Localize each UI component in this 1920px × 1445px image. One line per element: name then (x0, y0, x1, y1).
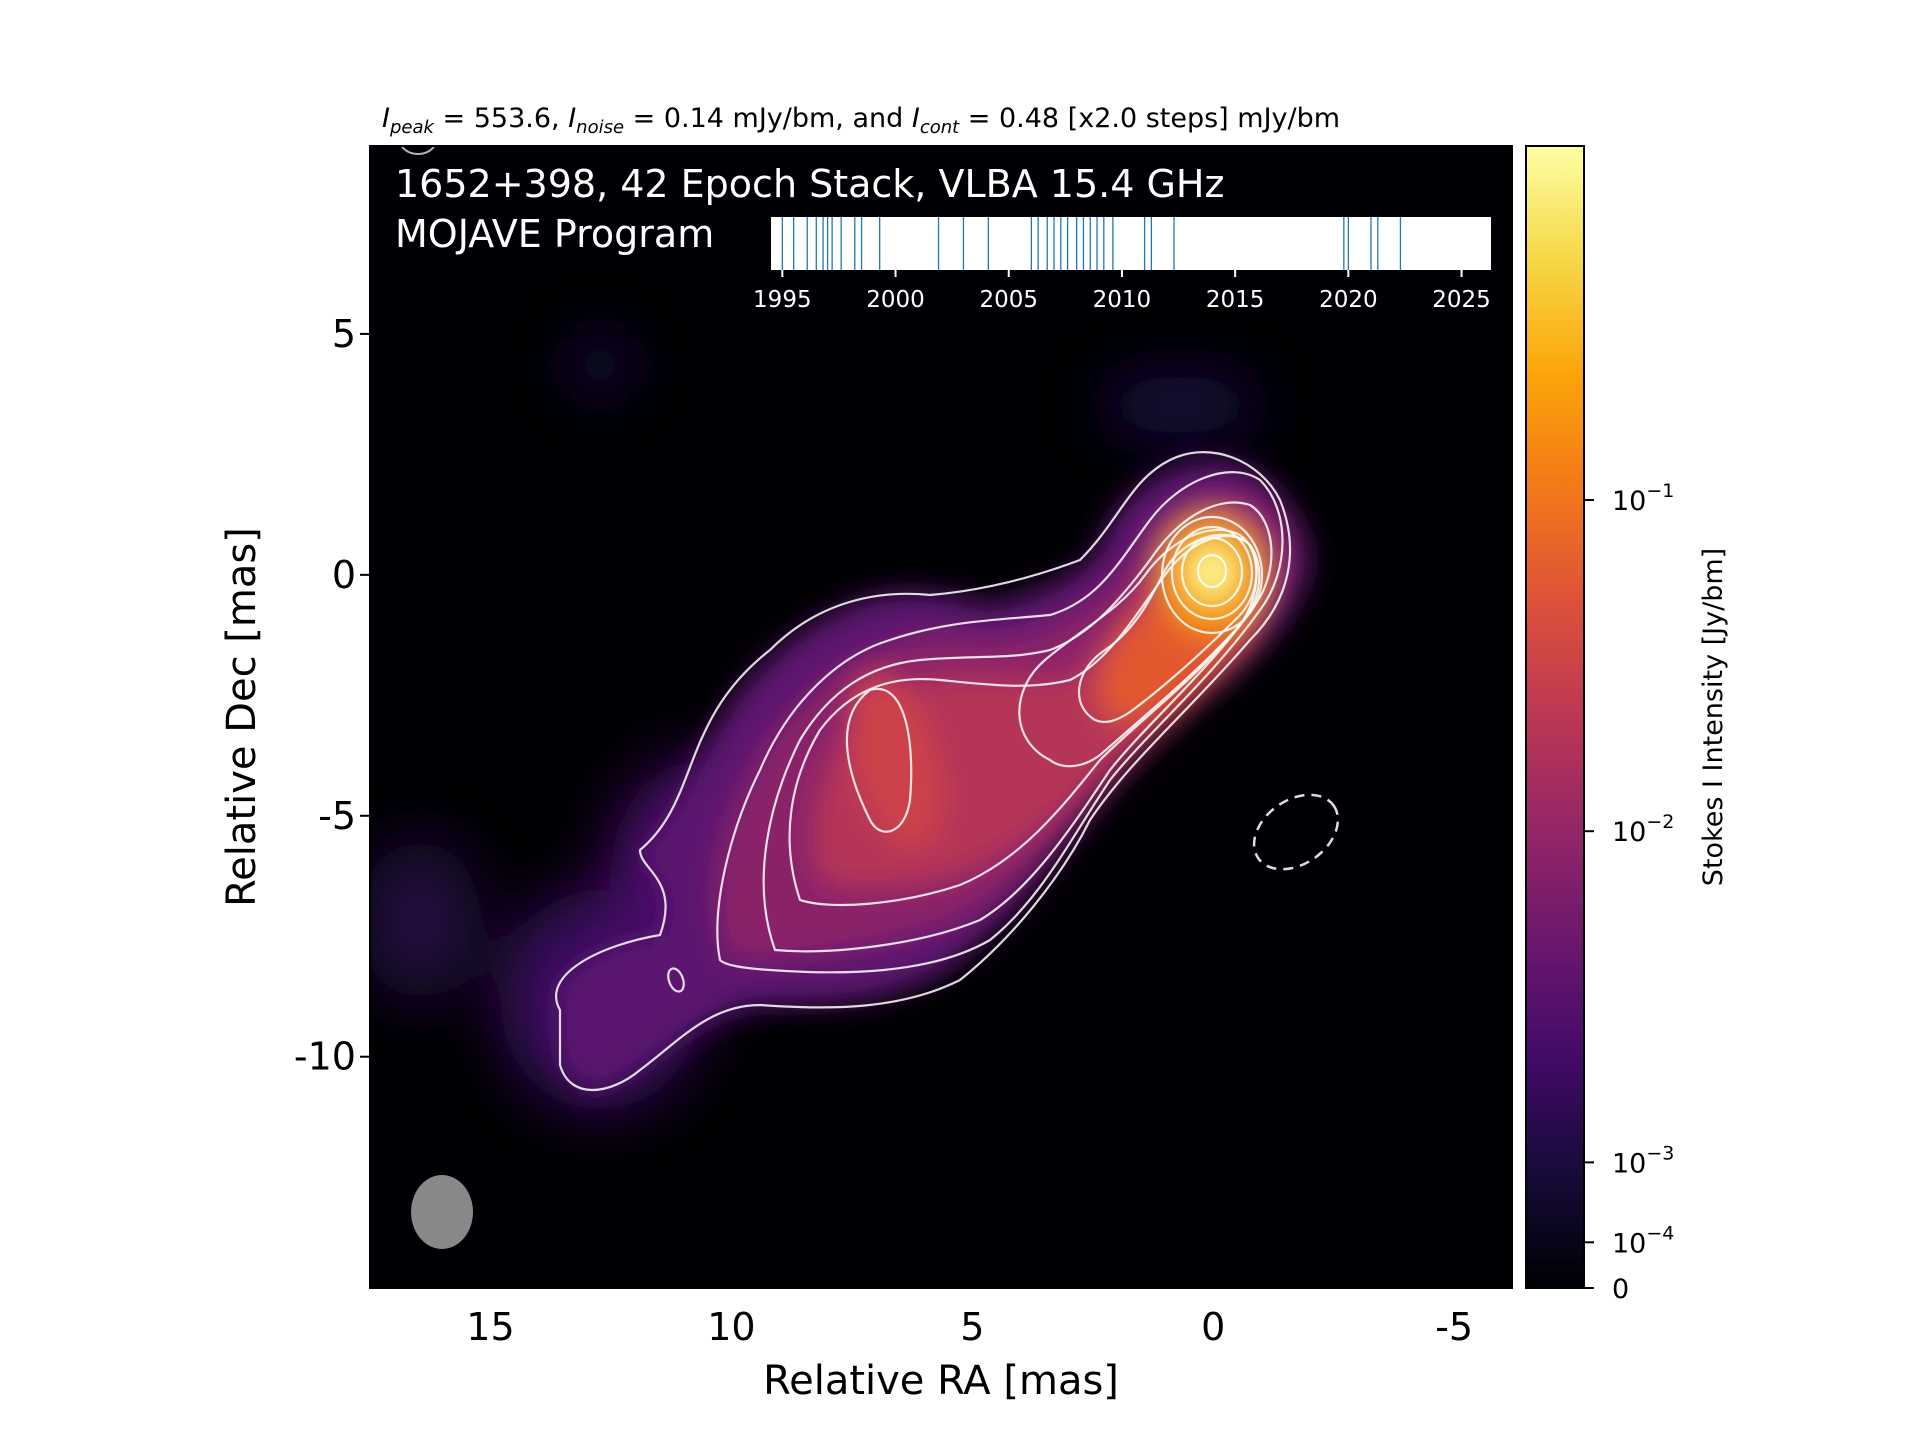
contour-level-2 (716, 471, 1284, 974)
contour-level-6 (1077, 533, 1258, 723)
y-tick-label: 0 (332, 553, 356, 597)
program-line: MOJAVE Program (395, 212, 714, 256)
y-tick-label: 5 (332, 312, 356, 356)
contour-level-10 (1196, 553, 1228, 589)
contour-level-8 (1170, 525, 1254, 621)
contour-level-3 (762, 501, 1273, 953)
y-axis-label: Relative Dec [mas] (219, 527, 265, 907)
colorbar-tick-label: 10−2 (1612, 811, 1674, 848)
peak-value: = 553.6, (434, 103, 568, 134)
y-tick-label: -10 (294, 1035, 356, 1079)
contour-level-1 (555, 451, 1292, 1091)
noise-symbol: I (568, 103, 576, 134)
negative-contour (1252, 793, 1340, 871)
epoch-tick-label: 2015 (1206, 287, 1265, 313)
contour-level-9 (1180, 536, 1244, 608)
cont-symbol: I (912, 103, 920, 134)
contour-level-7 (1160, 515, 1264, 635)
peak-symbol: I (382, 103, 390, 134)
epoch-tick-label: 2010 (1093, 287, 1152, 313)
colorbar-tick-label: 10−1 (1612, 480, 1674, 517)
epoch-tick-label: 2020 (1319, 287, 1378, 313)
plot-frame (369, 145, 1513, 1289)
top-left-contour-fragment (400, 146, 436, 155)
x-tick-label: 15 (466, 1305, 514, 1349)
epoch-tick-label: 2005 (979, 287, 1038, 313)
cont-subscript: cont (920, 117, 960, 138)
colorbar-gradient (1525, 145, 1585, 1289)
x-tick-label: 5 (960, 1305, 984, 1349)
contours (555, 451, 1292, 1091)
contour-level-4 (788, 535, 1261, 907)
colorbar-zero-label: 0 (1612, 1274, 1629, 1305)
contour-island-small (667, 967, 685, 993)
epoch-inset-box (771, 217, 1491, 270)
cont-value: = 0.48 [x2.0 steps] mJy/bm (959, 103, 1340, 134)
y-tick-label: -5 (318, 794, 356, 838)
peak-subscript: peak (389, 117, 436, 138)
colorbar: 10−1 10−2 10−3 10−4 0 Stokes I Intensity [Jy… (1525, 145, 1729, 1305)
epoch-inset: 1995 2000 2005 2010 2015 2020 2025 (753, 217, 1491, 313)
x-axis-label: Relative RA [mas] (763, 1358, 1119, 1404)
beam-ellipse (411, 1175, 473, 1249)
noise-subscript: noise (576, 117, 624, 138)
epoch-tick-label: 1995 (753, 287, 812, 313)
epoch-tick-label: 2025 (1432, 287, 1491, 313)
colorbar-tick-label: 10−4 (1612, 1222, 1674, 1259)
image-panel: 1652+398, 42 Epoch Stack, VLBA 15.4 GHz … (370, 146, 1512, 1288)
jet-emission (556, 459, 1309, 1091)
x-tick-label: 10 (707, 1305, 755, 1349)
x-tick-label: -5 (1435, 1305, 1473, 1349)
colorbar-label: Stokes I Intensity [Jy/bm] (1698, 548, 1729, 886)
noise-value: = 0.14 mJy/bm, and (624, 103, 912, 134)
x-tick-label: 0 (1201, 1305, 1225, 1349)
epoch-tick-label: 2000 (866, 287, 925, 313)
contour-level-5 (1018, 528, 1258, 768)
colorbar-tick-label: 10−3 (1612, 1142, 1674, 1179)
contour-island-left (845, 687, 913, 833)
chart-header: Ipeak = 553.6, Inoise = 0.14 mJy/bm, and… (382, 103, 1340, 138)
source-line: 1652+398, 42 Epoch Stack, VLBA 15.4 GHz (395, 162, 1224, 206)
